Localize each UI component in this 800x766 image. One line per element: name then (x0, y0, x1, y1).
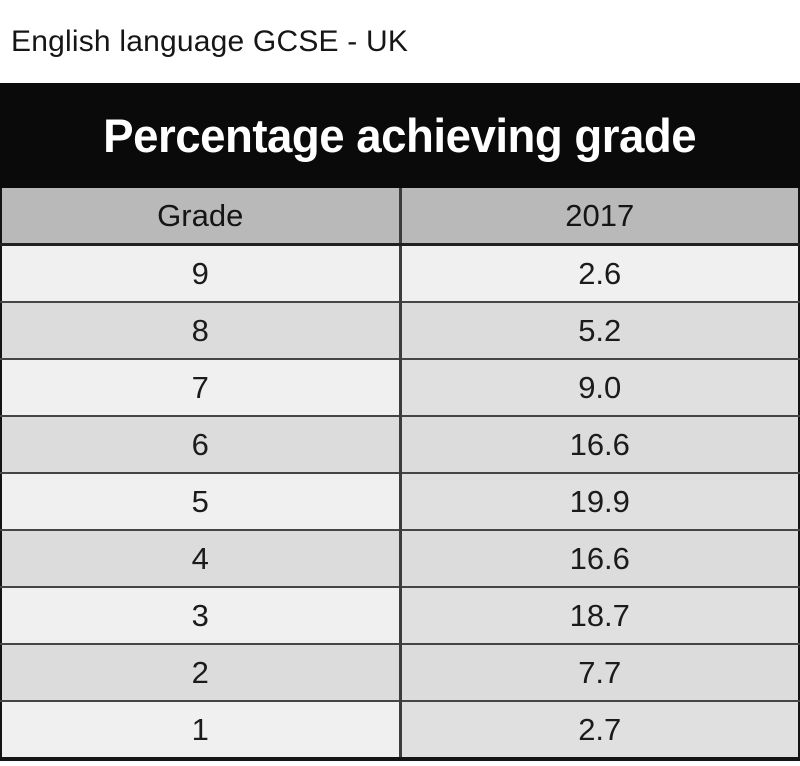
value-cell: 2.6 (398, 244, 799, 302)
grade-cell: 5 (1, 472, 400, 530)
grades-table: Grade 2017 9 2.6 8 5.2 7 9.0 6 16.6 5 19… (0, 188, 800, 761)
value-cell: 7.7 (398, 643, 799, 701)
grade-cell: 2 (1, 643, 400, 701)
table-row: 4 16.6 (1, 529, 799, 587)
table-row: 8 5.2 (1, 301, 799, 359)
table-row: 6 16.6 (1, 415, 799, 473)
value-cell: 18.7 (398, 586, 799, 644)
value-cell: 2.7 (398, 700, 799, 759)
grade-cell: 9 (1, 244, 400, 302)
table-title-banner: Percentage achieving grade (0, 83, 800, 188)
title-area: English language GCSE - UK (0, 0, 800, 83)
table-row: 3 18.7 (1, 586, 799, 644)
table-row: 5 19.9 (1, 472, 799, 530)
value-cell: 19.9 (398, 472, 799, 530)
table-row: 7 9.0 (1, 358, 799, 416)
grade-cell: 8 (1, 301, 400, 359)
value-cell: 16.6 (398, 415, 799, 473)
value-cell: 9.0 (398, 358, 799, 416)
grade-cell: 7 (1, 358, 400, 416)
value-cell: 16.6 (398, 529, 799, 587)
grade-cell: 1 (1, 700, 400, 759)
table-row: 9 2.6 (1, 244, 799, 302)
column-header-2017: 2017 (398, 188, 799, 246)
grade-cell: 6 (1, 415, 400, 473)
table-title: Percentage achieving grade (103, 109, 697, 162)
page-title: English language GCSE - UK (11, 24, 409, 58)
grade-cell: 3 (1, 586, 400, 644)
header-row: Grade 2017 (1, 188, 799, 246)
column-header-grade: Grade (1, 188, 400, 246)
grade-cell: 4 (1, 529, 400, 587)
value-cell: 5.2 (398, 301, 799, 359)
table-row: 1 2.7 (1, 700, 799, 759)
table-row: 2 7.7 (1, 643, 799, 701)
